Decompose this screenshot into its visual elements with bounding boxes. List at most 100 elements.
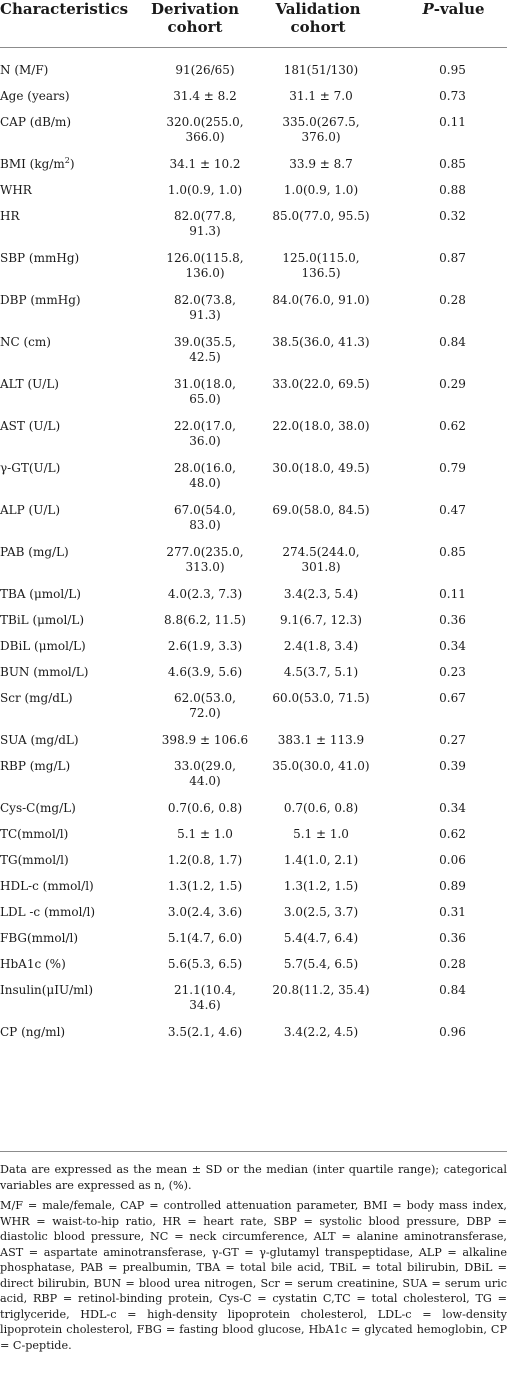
validation-value-line: 274.5(244.0, — [282, 545, 360, 559]
derivation-value: 82.0(77.8, 91.3) — [150, 209, 260, 239]
derivation-value-line: 136.0) — [185, 266, 225, 280]
derivation-value-line: 42.5) — [189, 350, 221, 364]
p-value: 0.89 — [439, 879, 466, 893]
row-characteristic: DBiL (μmol/L) — [0, 639, 145, 654]
row-characteristic-label: TC(mmol/l) — [0, 827, 69, 841]
row-characteristic: WHR — [0, 183, 145, 198]
row-characteristic-label: γ-GT(U/L) — [0, 461, 61, 475]
validation-value: 84.0(76.0, 91.0) — [266, 293, 376, 308]
validation-value-line: 38.5(36.0, 41.3) — [272, 335, 370, 349]
row-characteristic-label: DBiL (μmol/L) — [0, 639, 86, 653]
validation-value: 5.4(4.7, 6.4) — [266, 931, 376, 946]
row-characteristic: SBP (mmHg) — [0, 251, 145, 266]
validation-value: 181(51/130) — [266, 63, 376, 78]
row-characteristic-label: PAB (mg/L) — [0, 545, 69, 559]
p-value: 0.84 — [439, 983, 466, 997]
validation-value: 22.0(18.0, 38.0) — [266, 419, 376, 434]
p-value: 0.73 — [439, 89, 466, 103]
derivation-value-line: 72.0) — [189, 706, 221, 720]
header-p-rest: -value — [433, 0, 485, 18]
validation-value-line: 35.0(30.0, 41.0) — [272, 759, 370, 773]
p-value: 0.39 — [439, 759, 466, 773]
row-characteristic: FBG(mmol/l) — [0, 931, 145, 946]
p-value: 0.23 — [439, 665, 466, 679]
row-characteristic-label: TBiL (μmol/L) — [0, 613, 85, 627]
validation-value-line: 1.3(1.2, 1.5) — [283, 879, 359, 893]
p-value: 0.11 — [439, 115, 466, 129]
derivation-value-line: 67.0(54.0, — [174, 503, 236, 517]
validation-value-line: 1.4(1.0, 2.1) — [283, 853, 359, 867]
validation-value: 85.0(77.0, 95.5) — [266, 209, 376, 224]
validation-value: 60.0(53.0, 71.5) — [266, 691, 376, 706]
validation-value: 3.0(2.5, 3.7) — [266, 905, 376, 920]
row-characteristic: Insulin(μIU/ml) — [0, 983, 145, 998]
header-p-italic: P — [422, 0, 434, 18]
row-characteristic-label: Age (years) — [0, 89, 70, 103]
row-characteristic: TBA (μmol/L) — [0, 587, 145, 602]
validation-value-line: 0.7(0.6, 0.8) — [283, 801, 359, 815]
derivation-value-line: 3.0(2.4, 3.6) — [167, 905, 243, 919]
row-characteristic: CP (ng/ml) — [0, 1025, 145, 1040]
validation-value-line: 125.0(115.0, — [282, 251, 360, 265]
footnote-summary: Data are expressed as the mean ± SD or t… — [0, 1163, 507, 1192]
row-characteristic-suffix: ) — [69, 157, 75, 171]
validation-value: 383.1 ± 113.9 — [266, 733, 376, 748]
validation-value-line: 136.5) — [301, 266, 341, 280]
derivation-value-line: 83.0) — [189, 518, 221, 532]
row-characteristic-label: AST (U/L) — [0, 419, 61, 433]
header-characteristics: Characteristics — [0, 0, 129, 18]
derivation-value: 31.4 ± 8.2 — [150, 89, 260, 104]
p-value: 0.85 — [439, 545, 466, 559]
derivation-value: 1.3(1.2, 1.5) — [150, 879, 260, 894]
derivation-value-line: 5.1(4.7, 6.0) — [167, 931, 243, 945]
derivation-value-line: 1.2(0.8, 1.7) — [167, 853, 243, 867]
row-characteristic: RBP (mg/L) — [0, 759, 145, 774]
validation-value-line: 20.8(11.2, 35.4) — [272, 983, 370, 997]
validation-value-line: 5.7(5.4, 6.5) — [283, 957, 359, 971]
p-value: 0.85 — [439, 157, 466, 171]
row-characteristic: N (M/F) — [0, 63, 145, 78]
p-value: 0.47 — [439, 503, 466, 517]
derivation-value-line: 366.0) — [185, 130, 225, 144]
derivation-value: 320.0(255.0, 366.0) — [150, 115, 260, 145]
p-value: 0.88 — [439, 183, 466, 197]
validation-value-line: 1.0(0.9, 1.0) — [283, 183, 359, 197]
derivation-value-line: 82.0(77.8, — [174, 209, 236, 223]
derivation-value: 4.6(3.9, 5.6) — [150, 665, 260, 680]
derivation-value: 67.0(54.0, 83.0) — [150, 503, 260, 533]
derivation-value-line: 28.0(16.0, — [174, 461, 236, 475]
validation-value: 1.0(0.9, 1.0) — [266, 183, 376, 198]
header-rule — [0, 47, 507, 48]
row-characteristic: HR — [0, 209, 145, 224]
validation-value: 69.0(58.0, 84.5) — [266, 503, 376, 518]
derivation-value-line: 1.0(0.9, 1.0) — [167, 183, 243, 197]
validation-value-line: 301.8) — [301, 560, 341, 574]
p-value: 0.36 — [439, 613, 466, 627]
p-value: 0.95 — [439, 63, 466, 77]
derivation-value: 39.0(35.5, 42.5) — [150, 335, 260, 365]
row-characteristic: PAB (mg/L) — [0, 545, 145, 560]
derivation-value-line: 8.8(6.2, 11.5) — [164, 613, 246, 627]
derivation-value: 21.1(10.4, 34.6) — [150, 983, 260, 1013]
validation-value: 35.0(30.0, 41.0) — [266, 759, 376, 774]
table-bottom-rule — [0, 1151, 507, 1152]
row-characteristic-label: DBP (mmHg) — [0, 293, 81, 307]
row-characteristic: Scr (mg/dL) — [0, 691, 145, 706]
validation-value: 30.0(18.0, 49.5) — [266, 461, 376, 476]
derivation-value-line: 33.0(29.0, — [174, 759, 236, 773]
derivation-value-line: 39.0(35.5, — [174, 335, 236, 349]
row-characteristic-label: HR — [0, 209, 20, 223]
validation-value: 274.5(244.0, 301.8) — [266, 545, 376, 575]
validation-value-line: 22.0(18.0, 38.0) — [272, 419, 370, 433]
validation-value-line: 60.0(53.0, 71.5) — [272, 691, 370, 705]
validation-value: 0.7(0.6, 0.8) — [266, 801, 376, 816]
p-value: 0.28 — [439, 957, 466, 971]
p-value: 0.27 — [439, 733, 466, 747]
derivation-value: 28.0(16.0, 48.0) — [150, 461, 260, 491]
derivation-value: 1.0(0.9, 1.0) — [150, 183, 260, 198]
derivation-value: 34.1 ± 10.2 — [150, 157, 260, 172]
validation-value-line: 69.0(58.0, 84.5) — [272, 503, 370, 517]
validation-value-line: 181(51/130) — [283, 63, 359, 77]
validation-value: 4.5(3.7, 5.1) — [266, 665, 376, 680]
